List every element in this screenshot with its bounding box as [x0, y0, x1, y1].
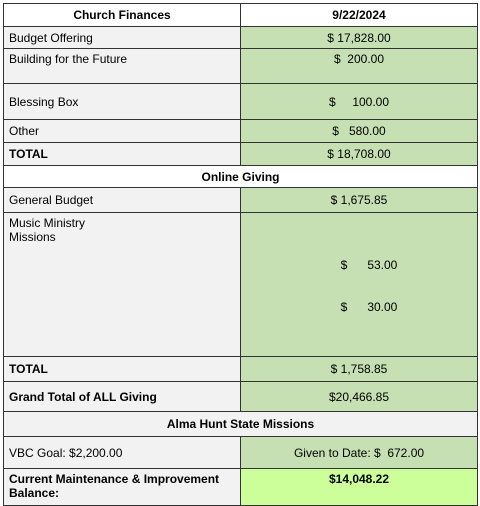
label-cell: General Budget — [3, 187, 241, 213]
page: {"table": {"rows": [ ["Church Finances",… — [3, 3, 478, 506]
row: VBC Goal: $2,200.00 Given to Date: $ 672… — [3, 436, 478, 469]
amount-lines: $ 53.00 $ 30.00 — [341, 230, 398, 342]
label-cell: Budget Offering — [3, 26, 241, 49]
section-title: Alma Hunt State Missions — [3, 411, 478, 437]
amount-cell: Given to Date: $ 672.00 — [240, 436, 478, 469]
grand-total-row: Grand Total of ALL Giving $20,466.85 — [3, 381, 478, 412]
amount-cell: $ 580.00 — [240, 119, 478, 143]
section-row: Alma Hunt State Missions — [3, 411, 478, 437]
total-row: TOTAL $ 1,758.85 — [3, 356, 478, 382]
row: General Budget $ 1,675.85 — [3, 187, 478, 213]
row: Building for the Future $ 200.00 — [3, 48, 478, 84]
section-title: Online Giving — [3, 165, 478, 188]
amount-cell: $ 1,758.85 — [240, 356, 478, 382]
amount-cell: $ 100.00 — [240, 83, 478, 120]
header-row: Church Finances 9/22/2024 — [3, 3, 478, 27]
balance-row: Current Maintenance & Improvement Balanc… — [3, 468, 478, 506]
label-line: Missions — [9, 230, 56, 244]
amount-cell: $ 17,828.00 — [240, 26, 478, 49]
label-cell: TOTAL — [3, 356, 241, 382]
label-cell: Building for the Future — [3, 48, 241, 84]
label-cell: Grand Total of ALL Giving — [3, 381, 241, 412]
row: Blessing Box $ 100.00 — [3, 83, 478, 120]
label-cell: VBC Goal: $2,200.00 — [3, 436, 241, 469]
label-line: Music Ministry — [9, 216, 86, 230]
row: Budget Offering $ 17,828.00 — [3, 26, 478, 49]
row: Music Ministry Missions $ 53.00 $ 30.00 — [3, 212, 478, 357]
table-header: Church Finances — [3, 3, 241, 27]
label-cell: Current Maintenance & Improvement Balanc… — [3, 468, 241, 506]
amount-cell: $ 18,708.00 — [240, 142, 478, 166]
amount-cell: $ 1,675.85 — [240, 187, 478, 213]
label-cell: Music Ministry Missions — [3, 212, 241, 357]
finance-table: Church Finances 9/22/2024 Budget Offerin… — [3, 3, 478, 506]
table-header: 9/22/2024 — [240, 3, 478, 27]
amount-cell: $20,466.85 — [240, 381, 478, 412]
amount-line: $ 53.00 — [340, 258, 398, 272]
row: Other $ 580.00 — [3, 119, 478, 143]
label-cell: Blessing Box — [3, 83, 241, 120]
label-cell: TOTAL — [3, 142, 241, 166]
total-row: TOTAL $ 18,708.00 — [3, 142, 478, 166]
amount-line: $ 30.00 — [340, 300, 398, 314]
amount-cell: $14,048.22 — [240, 468, 478, 506]
amount-cell: $ 53.00 $ 30.00 — [240, 212, 478, 357]
section-row: Online Giving — [3, 165, 478, 188]
label-cell: Other — [3, 119, 241, 143]
amount-cell: $ 200.00 — [240, 48, 478, 84]
